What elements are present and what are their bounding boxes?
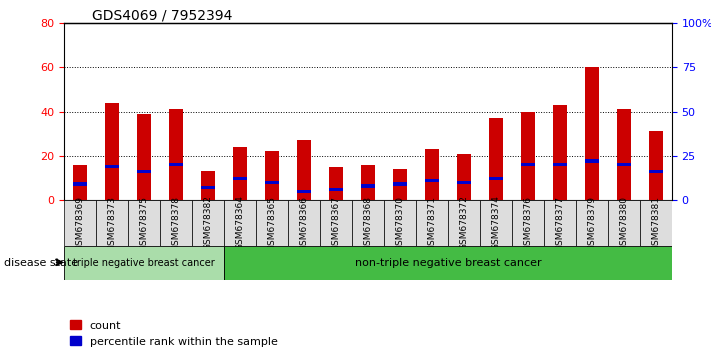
Bar (576, 200, 608, 246)
Text: GSM678370: GSM678370 (395, 195, 405, 251)
Bar (384, 200, 416, 246)
Bar (392, 169, 407, 200)
Text: GSM678368: GSM678368 (363, 195, 373, 251)
Bar (224, 246, 672, 280)
Text: GSM678379: GSM678379 (587, 195, 597, 251)
Text: GSM678382: GSM678382 (203, 195, 213, 251)
Bar (616, 163, 631, 166)
Bar (392, 182, 407, 186)
Bar (424, 179, 439, 182)
Bar (73, 182, 87, 186)
Text: GSM678371: GSM678371 (427, 195, 437, 251)
Bar (424, 149, 439, 200)
Text: GSM678373: GSM678373 (107, 195, 117, 251)
Bar (608, 200, 640, 246)
Text: GSM678369: GSM678369 (75, 195, 85, 251)
Bar (552, 105, 567, 200)
Bar (512, 200, 544, 246)
Text: GSM678374: GSM678374 (491, 195, 501, 251)
Bar (584, 67, 599, 200)
Bar (128, 200, 160, 246)
Bar (520, 163, 535, 166)
Bar (288, 200, 320, 246)
Bar (105, 165, 119, 168)
Bar (640, 200, 672, 246)
Text: GDS4069 / 7952394: GDS4069 / 7952394 (92, 9, 232, 23)
Bar (192, 200, 224, 246)
Text: disease state: disease state (4, 258, 77, 268)
Bar (160, 200, 192, 246)
Bar (73, 165, 87, 200)
Text: triple negative breast cancer: triple negative breast cancer (73, 258, 215, 268)
Text: GSM678365: GSM678365 (267, 195, 277, 251)
Bar (232, 177, 247, 181)
Bar (137, 170, 151, 173)
Bar (544, 200, 576, 246)
Bar (520, 112, 535, 200)
Bar (488, 177, 503, 181)
Bar (201, 186, 215, 189)
Bar (64, 246, 224, 280)
Bar (488, 118, 503, 200)
Bar (296, 189, 311, 193)
Bar (328, 167, 343, 200)
Bar (201, 171, 215, 200)
Bar (256, 200, 288, 246)
Bar (360, 165, 375, 200)
Bar (352, 200, 384, 246)
Bar (584, 159, 599, 163)
Bar (169, 109, 183, 200)
Text: GSM678381: GSM678381 (651, 195, 661, 251)
Text: GSM678364: GSM678364 (235, 195, 245, 251)
Text: GSM678367: GSM678367 (331, 195, 341, 251)
Bar (416, 200, 448, 246)
Bar (296, 140, 311, 200)
Bar (137, 114, 151, 200)
Bar (105, 103, 119, 200)
Text: non-triple negative breast cancer: non-triple negative breast cancer (355, 258, 541, 268)
Text: GSM678372: GSM678372 (459, 195, 469, 251)
Bar (552, 163, 567, 166)
Text: GSM678376: GSM678376 (523, 195, 533, 251)
Bar (616, 109, 631, 200)
Bar (328, 188, 343, 191)
Bar (480, 200, 512, 246)
Bar (456, 154, 471, 200)
Text: GSM678377: GSM678377 (555, 195, 565, 251)
Legend: count, percentile rank within the sample: count, percentile rank within the sample (70, 320, 277, 347)
Bar (648, 131, 663, 200)
Bar (264, 181, 279, 184)
Bar (648, 170, 663, 173)
Bar (96, 200, 128, 246)
Bar (360, 184, 375, 188)
Bar (64, 200, 96, 246)
Text: GSM678375: GSM678375 (139, 195, 149, 251)
Bar (448, 200, 480, 246)
Bar (232, 147, 247, 200)
Bar (169, 163, 183, 166)
Text: GSM678378: GSM678378 (171, 195, 181, 251)
Bar (264, 152, 279, 200)
Bar (320, 200, 352, 246)
Text: GSM678380: GSM678380 (619, 195, 629, 251)
Text: GSM678366: GSM678366 (299, 195, 309, 251)
Bar (456, 181, 471, 184)
Bar (224, 200, 256, 246)
